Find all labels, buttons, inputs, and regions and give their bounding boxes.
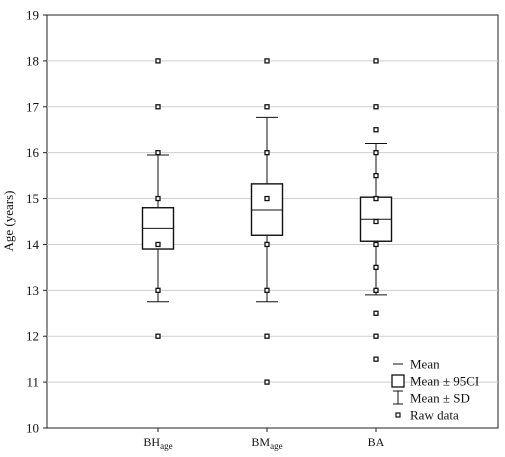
raw-data-point	[155, 287, 161, 293]
legend-label: Mean ± SD	[410, 391, 470, 406]
legend-box-symbol	[391, 374, 405, 388]
raw-data-point	[373, 287, 379, 293]
raw-data-point	[373, 127, 379, 133]
x-tick-label-subscript: age	[160, 441, 173, 451]
y-tick-label: 17	[26, 99, 40, 114]
raw-data-point	[373, 58, 379, 64]
raw-data-point	[373, 241, 379, 248]
raw-data-point	[155, 241, 161, 248]
raw-data-point	[264, 333, 270, 339]
x-tick-label: BA	[368, 435, 385, 449]
raw-data-point	[264, 287, 270, 293]
raw-data-point	[264, 379, 270, 385]
raw-data-point	[155, 150, 161, 156]
box-group	[141, 58, 175, 339]
y-tick-label: 12	[26, 329, 39, 344]
box-group	[359, 58, 393, 362]
raw-data-point	[373, 195, 379, 202]
raw-data-point	[155, 195, 161, 202]
legend-label: Raw data	[410, 408, 459, 423]
raw-data-point	[155, 104, 161, 110]
x-tick-label: BHage	[143, 435, 172, 451]
legend-label: Mean ± 95CI	[410, 374, 479, 389]
raw-data-point	[264, 104, 270, 110]
raw-data-point	[155, 58, 161, 64]
raw-data-point	[264, 195, 270, 202]
raw-data-point	[155, 333, 161, 339]
y-tick-label: 11	[26, 375, 39, 390]
y-tick-label: 19	[26, 8, 39, 23]
x-tick-label-base: BM	[251, 435, 270, 449]
x-tick-label-subscript: age	[270, 441, 283, 451]
raw-data-point	[373, 172, 379, 179]
x-tick-label-base: BH	[143, 435, 160, 449]
y-tick-label: 14	[26, 237, 40, 252]
legend-label: Mean	[410, 357, 440, 372]
y-tick-label: 15	[26, 191, 39, 206]
raw-data-point	[373, 264, 379, 271]
raw-data-point	[373, 333, 379, 339]
y-tick-label: 16	[26, 145, 40, 160]
y-axis: 10 11 12 13 14 15 16 17 18 19	[26, 8, 47, 436]
raw-data-point	[264, 150, 270, 156]
x-axis: BHage BMage BA	[143, 428, 385, 451]
y-tick-label: 13	[26, 283, 39, 298]
y-tick-label: 10	[26, 421, 39, 436]
legend: Mean Mean ± 95CI Mean ± SD Raw data	[391, 357, 479, 423]
legend-raw-symbol	[395, 412, 401, 418]
x-tick-label: BMage	[251, 435, 282, 451]
raw-data-point	[373, 150, 379, 156]
raw-data-point	[373, 310, 379, 316]
raw-data-point	[373, 104, 379, 110]
x-tick-label-base: BA	[368, 435, 385, 449]
raw-data-point	[264, 241, 270, 248]
box-group	[250, 58, 284, 385]
raw-data-point	[373, 218, 379, 225]
box-series	[141, 58, 393, 385]
raw-data-point	[373, 356, 379, 362]
raw-data-point	[264, 58, 270, 64]
y-tick-label: 18	[26, 53, 39, 68]
y-axis-label: Age (years)	[1, 191, 16, 252]
